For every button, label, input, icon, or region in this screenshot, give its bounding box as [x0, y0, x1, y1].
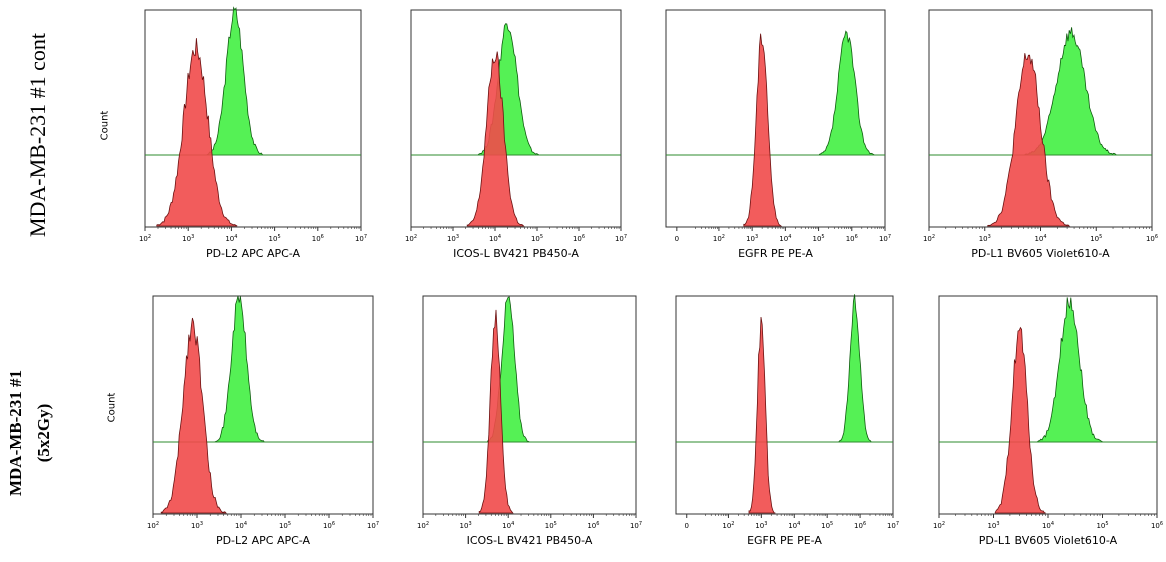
x-tick-label: 102 — [713, 234, 725, 243]
x-tick-label: 107 — [355, 234, 367, 243]
x-tick-label: 107 — [615, 234, 627, 243]
x-axis-label: PD-L1 BV605 Violet610-A — [979, 534, 1118, 547]
red-histogram — [994, 326, 1046, 514]
x-tick-label: 106 — [846, 234, 858, 243]
green-histogram — [838, 294, 873, 443]
x-axis-ticks: 102 103 104 105 106 107 — [405, 227, 627, 243]
panel-r1-c1: 102 103 104 105 106 107 PD-L2 APC APC-A — [139, 6, 367, 260]
panel-frame — [938, 295, 1158, 515]
x-axis-ticks: 102 103 104 105 106 — [933, 514, 1163, 530]
red-histogram — [160, 317, 227, 514]
x-tick-label: 103 — [460, 521, 472, 530]
panel-r2-c3: 0 102 103 104 105 106 107 EGFR PE PE-A — [675, 294, 899, 547]
x-axis-label: PD-L2 APC APC-A — [216, 534, 311, 547]
x-tick-label: 107 — [887, 521, 899, 530]
x-tick-label: 107 — [630, 521, 642, 530]
x-tick-label: 103 — [191, 521, 203, 530]
x-tick-label: 102 — [417, 521, 429, 530]
x-axis-label: ICOS-L BV421 PB450-A — [453, 247, 579, 260]
x-tick-label: 105 — [545, 521, 557, 530]
x-tick-label: 105 — [813, 234, 825, 243]
x-tick-label: 106 — [573, 234, 585, 243]
red-histogram — [987, 53, 1071, 227]
x-tick-label: 105 — [1096, 521, 1108, 530]
x-tick-label: 105 — [531, 234, 543, 243]
panel-r1-c3: 0 102 103 104 105 106 107 EGFR PE PE-A — [665, 9, 891, 260]
x-tick-label: 107 — [879, 234, 891, 243]
green-histogram — [1036, 297, 1104, 443]
panel-frame — [422, 295, 637, 515]
x-tick-label: 103 — [447, 234, 459, 243]
panel-r2-c2: 102 103 104 105 106 107 ICOS-L BV421 PB450-A — [417, 295, 642, 547]
x-tick-label: 103 — [987, 521, 999, 530]
x-tick-label: 106 — [1151, 521, 1163, 530]
x-axis-label: EGFR PE PE-A — [747, 534, 822, 547]
x-tick-label: 105 — [269, 234, 281, 243]
x-tick-label: 0 — [685, 522, 689, 530]
x-tick-label: 103 — [755, 521, 767, 530]
x-tick-label: 107 — [367, 521, 379, 530]
x-tick-label: 104 — [235, 521, 247, 530]
green-histogram — [206, 6, 264, 156]
red-histogram — [156, 38, 238, 227]
x-tick-label: 102 — [405, 234, 417, 243]
red-histogram — [478, 309, 514, 514]
x-tick-label: 105 — [1090, 234, 1102, 243]
x-tick-label: 0 — [675, 235, 679, 243]
x-tick-label: 104 — [225, 234, 237, 243]
x-tick-label: 104 — [1034, 234, 1046, 243]
x-tick-label: 102 — [923, 234, 935, 243]
x-tick-label: 104 — [502, 521, 514, 530]
x-axis-label: EGFR PE PE-A — [738, 247, 813, 260]
panel-r2-c1: 102 103 104 105 106 107 PD-L2 APC APC-A — [147, 295, 379, 547]
red-histogram — [743, 33, 783, 227]
x-tick-label: 105 — [821, 521, 833, 530]
x-tick-label: 104 — [779, 234, 791, 243]
x-tick-label: 106 — [1146, 234, 1158, 243]
green-histogram — [819, 30, 875, 156]
x-axis-ticks: 102 103 104 105 106 107 — [147, 514, 379, 530]
x-axis-label: ICOS-L BV421 PB450-A — [467, 534, 593, 547]
x-axis-ticks: 102 103 104 105 106 107 — [417, 514, 642, 530]
panel-r1-c4: 102 103 104 105 106 PD-L1 BV605 Violet610-A — [923, 9, 1158, 260]
panel-r2-c4: 102 103 104 105 106 PD-L1 BV605 Violet610-A — [933, 295, 1163, 547]
x-axis-label: PD-L2 APC APC-A — [206, 247, 301, 260]
green-histogram — [214, 295, 266, 443]
red-histogram — [748, 316, 776, 514]
x-tick-label: 104 — [1042, 521, 1054, 530]
x-tick-label: 102 — [722, 521, 734, 530]
x-tick-label: 103 — [979, 234, 991, 243]
x-tick-label: 106 — [854, 521, 866, 530]
x-tick-label: 103 — [746, 234, 758, 243]
x-axis-ticks: 0 102 103 104 105 106 107 — [685, 514, 899, 530]
red-histogram — [466, 51, 525, 227]
x-tick-label: 106 — [312, 234, 324, 243]
x-axis-ticks: 102 103 104 105 106 107 — [139, 227, 367, 243]
panel-r1-c2: 102 103 104 105 106 107 ICOS-L BV421 PB450-A — [405, 9, 627, 260]
x-tick-label: 105 — [279, 521, 291, 530]
x-tick-label: 102 — [139, 234, 151, 243]
x-tick-label: 106 — [587, 521, 599, 530]
x-tick-label: 104 — [489, 234, 501, 243]
x-tick-label: 106 — [323, 521, 335, 530]
x-tick-label: 102 — [147, 521, 159, 530]
x-axis-label: PD-L1 BV605 Violet610-A — [971, 247, 1110, 260]
x-axis-ticks: 0 102 103 104 105 106 107 — [675, 227, 891, 243]
x-tick-label: 103 — [182, 234, 194, 243]
x-tick-label: 104 — [788, 521, 800, 530]
x-tick-label: 102 — [933, 521, 945, 530]
x-axis-ticks: 102 103 104 105 106 — [923, 227, 1158, 243]
